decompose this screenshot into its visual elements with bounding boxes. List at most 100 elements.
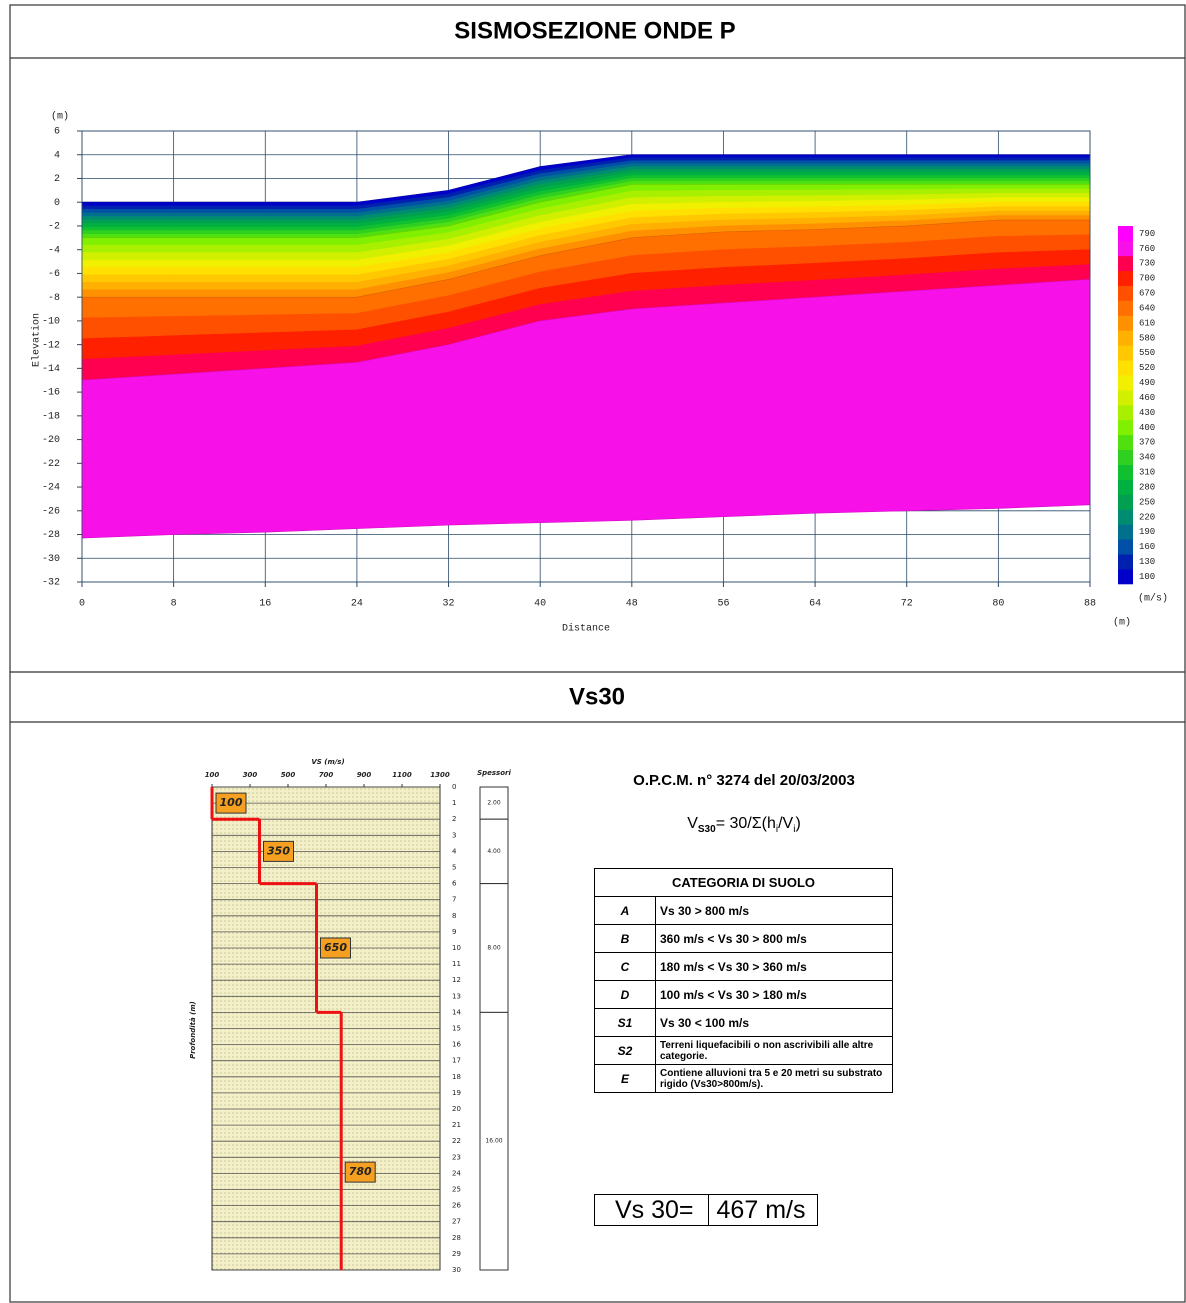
colorbar-swatch xyxy=(1118,226,1133,242)
x-tick-label: 88 xyxy=(1084,599,1096,610)
colorbar-swatch xyxy=(1118,390,1133,406)
thickness-title: Spessori xyxy=(477,769,511,777)
value-box xyxy=(344,1161,376,1183)
y-tick-label: -14 xyxy=(42,364,60,375)
formula-part: i xyxy=(775,824,779,836)
table-row: A Vs 30 > 800 m/s xyxy=(594,896,893,925)
value-box xyxy=(263,840,294,862)
colorbar-label: 610 xyxy=(1139,318,1155,328)
x-tick-label: 40 xyxy=(534,599,546,610)
y-tick-label: 2 xyxy=(54,174,60,185)
result-box: Vs 30= 467 m/s xyxy=(594,1194,819,1226)
x-unit: (m) xyxy=(1113,617,1131,629)
y-tick-label: 9 xyxy=(452,928,456,936)
colorbar-label: 430 xyxy=(1139,408,1155,418)
x-tick-label: 1100 xyxy=(392,771,412,779)
colorbar-label: 310 xyxy=(1139,468,1155,478)
colorbar-label: 400 xyxy=(1139,423,1155,433)
y-tick-label: -2 xyxy=(48,222,60,233)
colorbar-label: 280 xyxy=(1139,482,1155,492)
thickness-cell xyxy=(479,786,509,820)
colorbar-label: 730 xyxy=(1139,259,1155,269)
norm-title: O.P.C.M. n° 3274 del 20/03/2003 xyxy=(633,772,855,789)
table-cell: Vs 30 > 800 m/s xyxy=(655,896,893,925)
y-tick-label: -28 xyxy=(42,530,60,541)
thickness-cell xyxy=(479,1011,509,1271)
colorbar-swatch xyxy=(1118,479,1133,495)
colorbar-label: 160 xyxy=(1139,542,1155,552)
contour xyxy=(82,219,1090,298)
y-tick-label: 21 xyxy=(452,1121,461,1129)
table-row: S2 Terreni liquefacibili o non ascrivibil… xyxy=(594,1036,893,1065)
y-tick-label: 23 xyxy=(452,1153,461,1161)
y-tick-label: 29 xyxy=(452,1250,461,1258)
y-tick-label: 3 xyxy=(452,831,456,839)
y-tick-label: 14 xyxy=(452,1008,461,1016)
colorbar-label: 370 xyxy=(1139,438,1155,448)
value-label: 350 xyxy=(267,844,290,857)
colorbar-label: 550 xyxy=(1139,348,1155,358)
y-tick-label: 25 xyxy=(452,1186,461,1194)
y-tick-label: 20 xyxy=(452,1105,461,1113)
colorbar-swatch xyxy=(1118,419,1133,436)
formula-part: /V xyxy=(778,815,794,832)
seismic-section: -32-30-28-26-24-22-20-18-16-14-12-10-8-6… xyxy=(31,111,1168,635)
y-tick-label: 19 xyxy=(452,1089,461,1097)
x-tick-label: 900 xyxy=(357,771,372,779)
y-tick-label: 5 xyxy=(452,864,456,872)
y-unit: (m) xyxy=(51,111,69,123)
colorbar-swatch xyxy=(1118,464,1133,480)
colorbar-label: 760 xyxy=(1139,244,1155,254)
table-cell: C xyxy=(594,952,656,981)
category-table: CATEGORIA DI SUOLO A Vs 30 > 800 m/s B 360 … xyxy=(594,868,893,1093)
formula-part: ) xyxy=(795,815,801,832)
x-tick-label: 80 xyxy=(992,599,1004,610)
colorbar-swatch xyxy=(1118,449,1133,465)
table-cell: Contiene alluvioni tra 5 e 20 metri su s… xyxy=(655,1064,893,1093)
y-tick-label: 2 xyxy=(452,815,456,823)
colorbar-swatch xyxy=(1118,539,1133,555)
x-tick-label: 56 xyxy=(717,599,729,610)
section-title: SISMOSEZIONE ONDE P xyxy=(454,17,735,44)
plot-frame xyxy=(81,130,1091,583)
y-tick-label: -20 xyxy=(42,435,60,446)
x-tick-label: 64 xyxy=(809,599,821,610)
colorbar-label: 460 xyxy=(1139,393,1155,403)
vs-profile: 0123456789101112131415161718192021222324… xyxy=(189,758,511,1274)
colorbar-label: 790 xyxy=(1139,229,1155,239)
formula-part: i xyxy=(793,824,796,836)
table-row: C 180 m/s < Vs 30 > 360 m/s xyxy=(594,952,893,981)
x-tick-label: 0 xyxy=(79,599,85,610)
y-tick-label: -18 xyxy=(42,411,60,422)
table-cell: 360 m/s < Vs 30 > 800 m/s xyxy=(655,924,893,953)
value-box xyxy=(320,937,351,959)
y-tick-label: 17 xyxy=(452,1057,461,1065)
y-axis-label: Profondità (m) xyxy=(189,1001,197,1059)
table-cell: Vs 30 < 100 m/s xyxy=(655,1008,893,1037)
y-tick-label: 12 xyxy=(452,976,461,984)
y-tick-label: 15 xyxy=(452,1025,461,1033)
thickness-label: 4.00 xyxy=(487,848,501,855)
table-row: E Contiene alluvioni tra 5 e 20 metri su … xyxy=(594,1064,893,1093)
y-tick-label: 4 xyxy=(54,150,60,161)
x-axis-label: Distance xyxy=(562,623,610,635)
y-tick-label: -32 xyxy=(42,578,60,589)
thickness-label: 16.00 xyxy=(485,1138,502,1145)
y-tick-label: -22 xyxy=(42,459,60,470)
colorbar-swatch xyxy=(1118,554,1133,570)
thickness-label: 8.00 xyxy=(487,945,501,952)
table-cell: Terreni liquefacibili o non ascrivibili … xyxy=(655,1036,893,1065)
colorbar-label: 520 xyxy=(1139,363,1155,373)
colorbar-swatch xyxy=(1118,569,1133,585)
table-cell: A xyxy=(594,896,656,925)
y-tick-label: 11 xyxy=(452,960,461,968)
x-tick-label: 100 xyxy=(205,771,220,779)
colorbar-swatch xyxy=(1118,270,1133,286)
table-cell: S2 xyxy=(594,1036,656,1065)
y-tick-label: -12 xyxy=(42,340,60,351)
colorbar-label: 670 xyxy=(1139,289,1155,299)
y-tick-label: -16 xyxy=(42,388,60,399)
y-tick-label: 8 xyxy=(452,912,456,920)
y-tick-label: 26 xyxy=(452,1202,461,1210)
